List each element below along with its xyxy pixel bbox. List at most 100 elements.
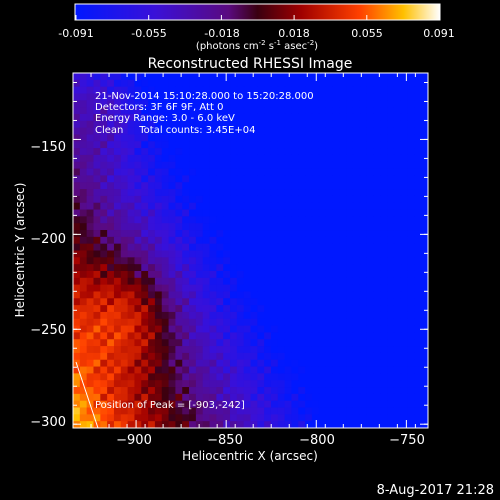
heatmap-cell [230, 352, 238, 361]
heatmap-cell [230, 107, 238, 115]
heatmap-cell [134, 154, 142, 163]
heatmap-cell [134, 243, 142, 251]
heatmap-cell [243, 311, 251, 320]
heatmap-cell [202, 113, 210, 122]
heatmap-cell [154, 325, 163, 333]
heatmap-cell [264, 168, 272, 176]
heatmap-cell [168, 134, 176, 142]
heatmap-cell [202, 230, 210, 238]
heatmap-cell [277, 400, 286, 408]
heatmap-cell [216, 141, 224, 149]
heatmap-cell [202, 168, 210, 176]
heatmap-cell [230, 154, 238, 163]
heatmap-cell [223, 346, 231, 354]
heatmap-cell [284, 291, 292, 299]
footer-date: 8-Aug-2017 21:28 [377, 483, 494, 498]
heatmap-cell [270, 346, 279, 354]
annotation-detectors: Detectors: 3F 6F 9F, Att 0 [95, 102, 223, 113]
heatmap-cell [291, 257, 299, 265]
heatmap-cell [161, 421, 169, 428]
heatmap-cell [311, 243, 320, 251]
heatmap-cell [352, 359, 361, 367]
heatmap-cell [311, 195, 320, 204]
heatmap-cell [141, 127, 149, 135]
heatmap-cell [352, 113, 361, 122]
heatmap-cell [311, 359, 320, 367]
heatmap-cell [291, 339, 299, 347]
heatmap-cell [230, 346, 238, 354]
heatmap-cell [414, 298, 422, 306]
heatmap-cell [421, 79, 428, 88]
heatmap-cell [154, 298, 163, 306]
heatmap-cell [216, 414, 224, 422]
heatmap-cell [257, 414, 265, 422]
heatmap-cell [120, 107, 129, 115]
heatmap-cell [189, 202, 197, 210]
heatmap-cell [366, 243, 374, 251]
heatmap-cell [346, 182, 354, 190]
heatmap-cell [134, 387, 142, 395]
heatmap-cell [366, 107, 374, 115]
heatmap-cell [318, 73, 326, 81]
heatmap-cell [182, 352, 190, 361]
heatmap-cell [291, 270, 299, 279]
heatmap-cell [223, 291, 231, 299]
heatmap-cell [107, 352, 115, 361]
heatmap-cell [127, 154, 135, 163]
heatmap-cell [325, 93, 333, 101]
heatmap-cell [73, 305, 81, 313]
heatmap-cell [414, 305, 422, 313]
heatmap-cell [107, 100, 115, 108]
heatmap-cell [366, 73, 374, 81]
heatmap-cell [79, 189, 88, 197]
heatmap-cell [380, 134, 388, 142]
heatmap-cell [311, 393, 320, 402]
annotation-energy: Energy Range: 3.0 - 6.0 keV [95, 113, 235, 124]
heatmap-cell [311, 407, 320, 415]
heatmap-cell [421, 387, 428, 395]
heatmap-cell [73, 284, 81, 292]
heatmap-cell [380, 107, 388, 115]
heatmap-cell [366, 291, 374, 299]
heatmap-cell [298, 230, 306, 238]
heatmap-cell [277, 243, 286, 251]
heatmap-cell [298, 257, 306, 265]
heatmap-cell [359, 195, 367, 204]
heatmap-cell [134, 120, 142, 129]
heatmap-cell [189, 359, 197, 367]
heatmap-cell [407, 305, 415, 313]
heatmap-cell [209, 400, 217, 408]
heatmap-cell [298, 298, 306, 306]
heatmap-cell [73, 332, 81, 340]
heatmap-cell [264, 277, 272, 286]
heatmap-cell [257, 346, 265, 354]
heatmap-cell [257, 359, 265, 367]
heatmap-cell [359, 257, 367, 265]
heatmap-cell [134, 202, 142, 210]
heatmap-cell [277, 298, 286, 306]
heatmap-cell [154, 209, 163, 217]
heatmap-cell [100, 107, 108, 115]
heatmap-cell [134, 175, 142, 183]
heatmap-cell [352, 189, 361, 197]
heatmap-cell [216, 236, 224, 245]
heatmap-cell [359, 318, 367, 326]
heatmap-cell [332, 393, 340, 402]
heatmap-cell [107, 202, 115, 210]
heatmap-cell [421, 202, 428, 210]
heatmap-cell [120, 277, 129, 286]
heatmap-cell [346, 189, 354, 197]
heatmap-cell [373, 107, 381, 115]
heatmap-cell [311, 387, 320, 395]
heatmap-cell [400, 380, 408, 388]
heatmap-cell [332, 209, 340, 217]
heatmap-cell [270, 100, 279, 108]
heatmap-cell [366, 380, 374, 388]
heatmap-cell [100, 257, 108, 265]
heatmap-cell [366, 189, 374, 197]
heatmap-cell [134, 407, 142, 415]
heatmap-cell [352, 305, 361, 313]
heatmap-cell [79, 209, 88, 217]
heatmap-cell [346, 298, 354, 306]
heatmap-cell [79, 100, 88, 108]
